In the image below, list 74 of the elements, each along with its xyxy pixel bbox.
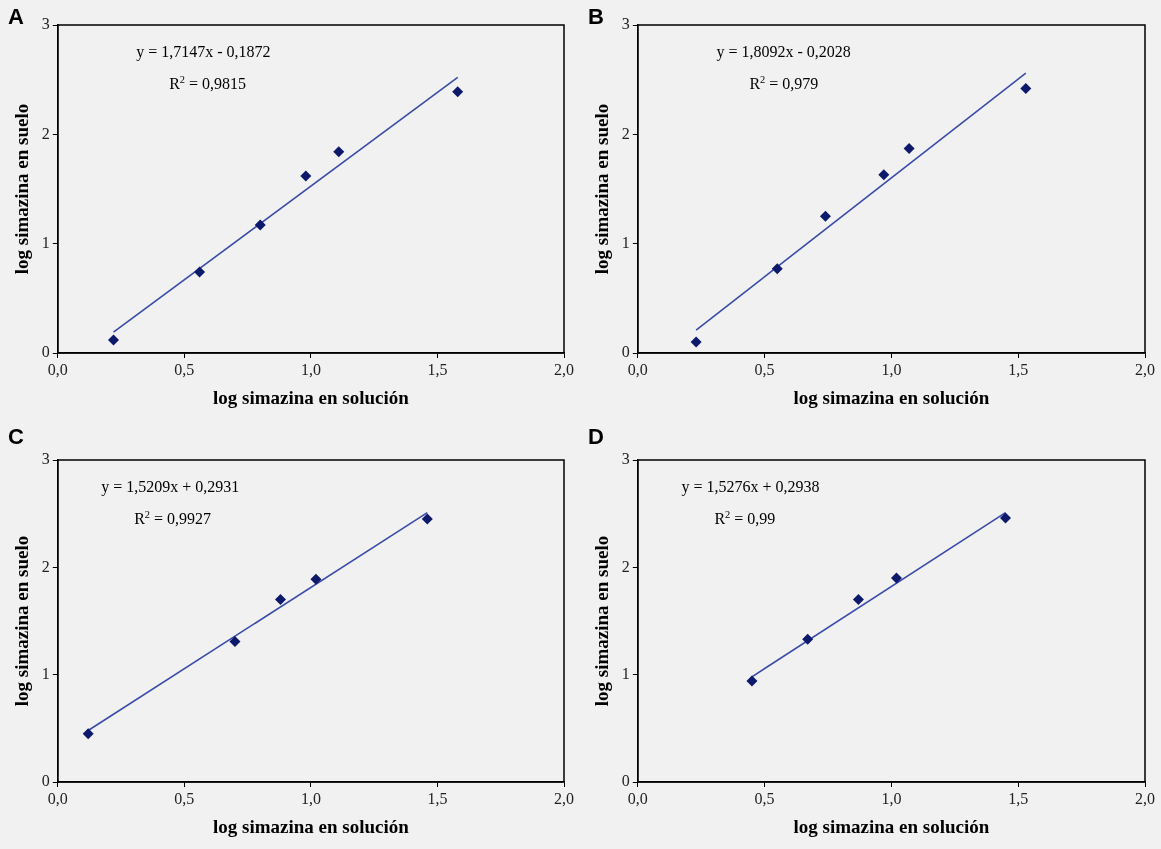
point (421, 513, 433, 525)
annotation: y = 1,7147x - 0,1872 (136, 43, 271, 61)
y-tick-label: 1 (41, 233, 50, 251)
x-tick-label: 0,0 (47, 789, 68, 807)
point (802, 633, 814, 645)
x-tick-label: 1,0 (300, 360, 321, 378)
x-tick-label: 0,0 (627, 360, 648, 378)
y-tick-label: 0 (41, 772, 50, 790)
x-tick-label: 2,0 (554, 360, 574, 378)
y-tick-label: 0 (41, 343, 50, 361)
point (852, 594, 864, 606)
y-axis-title: log simazina en suelo (11, 535, 33, 707)
point (107, 334, 119, 346)
x-tick-label: 2,0 (1135, 360, 1155, 378)
point (690, 336, 702, 348)
annotation: y = 1,5209x + 0,2931 (101, 478, 240, 496)
y-tick-label: 0 (621, 343, 630, 361)
x-tick-label: 1,0 (300, 789, 321, 807)
point (310, 573, 322, 585)
point (300, 170, 312, 182)
y-tick-label: 3 (621, 15, 630, 33)
y-tick-label: 3 (41, 15, 50, 33)
point (82, 728, 94, 740)
point (1020, 82, 1032, 94)
point (1000, 512, 1012, 524)
y-tick-label: 0 (621, 772, 630, 790)
y-tick-label: 1 (41, 664, 50, 682)
x-tick-label: 0,5 (754, 360, 775, 378)
y-tick-label: 3 (41, 450, 50, 468)
x-tick-label: 0,0 (47, 360, 68, 378)
x-tick-label: 0,0 (627, 789, 648, 807)
x-axis-title: log simazina en solución (793, 386, 990, 408)
y-tick-label: 3 (621, 450, 630, 468)
x-axis-title: log simazina en solución (212, 386, 410, 408)
x-axis-title: log simazina en solución (793, 815, 990, 837)
y-tick-label: 1 (621, 233, 630, 251)
point (746, 675, 758, 687)
x-tick-label: 1,5 (1008, 789, 1029, 807)
annotation: y = 1,5276x + 0,2938 (681, 478, 820, 496)
x-tick-label: 1,5 (427, 360, 448, 378)
point (333, 146, 345, 158)
point (229, 635, 241, 647)
point (819, 210, 831, 222)
y-tick-label: 2 (621, 124, 630, 142)
point (254, 219, 266, 231)
x-tick-label: 1,0 (881, 360, 902, 378)
x-tick-label: 2,0 (554, 789, 574, 807)
y-axis-title: log simazina en suelo (591, 103, 613, 275)
point (903, 143, 915, 155)
point (771, 263, 783, 275)
point (194, 266, 206, 278)
x-tick-label: 0,5 (174, 360, 195, 378)
x-tick-label: 1,5 (427, 789, 448, 807)
y-tick-label: 2 (41, 557, 50, 575)
x-axis-title: log simazina en solución (212, 815, 410, 837)
point (275, 594, 287, 606)
chart-title: B (588, 4, 604, 30)
y-tick-label: 2 (41, 124, 50, 142)
x-tick-label: 1,0 (881, 789, 902, 807)
chart-title: C (8, 424, 24, 450)
y-axis-title: log simazina en suelo (11, 103, 33, 275)
chart-title: A (8, 4, 24, 30)
y-tick-label: 1 (621, 664, 630, 682)
point (878, 169, 890, 181)
y-tick-label: 2 (621, 557, 630, 575)
point (890, 572, 902, 584)
y-axis-title: log simazina en suelo (591, 535, 613, 707)
x-tick-label: 2,0 (1135, 789, 1155, 807)
annotation: y = 1,8092x - 0,2028 (716, 43, 851, 61)
x-tick-label: 1,5 (1008, 360, 1029, 378)
point (452, 86, 464, 98)
chart-title: D (588, 424, 604, 450)
x-tick-label: 0,5 (754, 789, 775, 807)
x-tick-label: 0,5 (174, 789, 195, 807)
